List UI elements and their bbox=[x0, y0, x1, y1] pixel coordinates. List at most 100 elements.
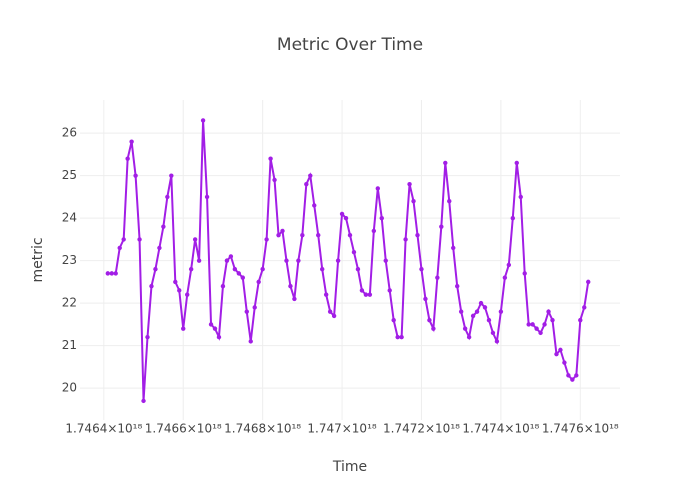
marker bbox=[447, 198, 452, 204]
marker bbox=[383, 258, 388, 263]
marker bbox=[431, 326, 436, 331]
marker bbox=[335, 258, 341, 263]
marker bbox=[173, 279, 178, 285]
marker bbox=[407, 181, 412, 187]
marker bbox=[522, 271, 527, 276]
marker bbox=[129, 139, 134, 144]
marker bbox=[474, 309, 480, 314]
line bbox=[107, 120, 590, 401]
marker bbox=[363, 292, 369, 297]
marker bbox=[439, 224, 444, 229]
marker bbox=[355, 266, 361, 272]
marker bbox=[244, 309, 249, 314]
marker bbox=[161, 224, 166, 229]
marker bbox=[212, 326, 218, 331]
marker bbox=[165, 194, 170, 200]
marker bbox=[419, 266, 424, 272]
marker bbox=[578, 317, 583, 323]
marker bbox=[359, 288, 365, 293]
marker bbox=[208, 322, 214, 327]
marker bbox=[248, 339, 253, 344]
marker bbox=[347, 232, 353, 238]
marker bbox=[204, 194, 210, 200]
marker bbox=[458, 309, 464, 314]
chart-title: Metric Over Time bbox=[277, 35, 423, 55]
marker bbox=[320, 266, 325, 272]
marker bbox=[526, 322, 531, 327]
marker bbox=[466, 334, 472, 340]
marker bbox=[316, 232, 321, 238]
marker bbox=[188, 266, 194, 272]
x-tick-label: 1.7472×10¹⁸ bbox=[383, 422, 460, 436]
marker bbox=[216, 334, 222, 340]
marker bbox=[367, 292, 373, 297]
marker bbox=[582, 305, 587, 310]
marker bbox=[478, 300, 484, 306]
marker bbox=[542, 322, 547, 327]
marker bbox=[387, 288, 392, 293]
marker bbox=[351, 249, 357, 255]
marker bbox=[232, 266, 238, 272]
marker bbox=[506, 262, 512, 268]
y-tick-label: 21 bbox=[62, 338, 77, 352]
marker bbox=[534, 326, 539, 331]
marker bbox=[260, 266, 265, 272]
marker bbox=[200, 118, 206, 123]
x-tick-label: 1.7474×10¹⁸ bbox=[462, 422, 539, 436]
marker bbox=[451, 245, 456, 251]
marker bbox=[490, 330, 496, 336]
marker bbox=[510, 215, 515, 221]
marker bbox=[379, 215, 384, 221]
marker bbox=[502, 275, 508, 280]
marker bbox=[554, 351, 559, 357]
marker bbox=[181, 326, 186, 331]
y-tick-label: 25 bbox=[62, 168, 77, 182]
marker bbox=[443, 160, 448, 166]
x-tick-label: 1.7476×10¹⁸ bbox=[542, 422, 619, 436]
marker bbox=[518, 194, 523, 200]
marker bbox=[435, 275, 440, 280]
marker bbox=[562, 360, 567, 365]
y-axis-title: metric bbox=[30, 237, 46, 282]
marker bbox=[236, 271, 242, 276]
marker bbox=[304, 181, 309, 187]
marker bbox=[498, 309, 504, 314]
marker bbox=[339, 211, 345, 217]
marker bbox=[482, 305, 488, 310]
marker bbox=[264, 237, 269, 242]
marker bbox=[288, 283, 293, 289]
x-tick-label: 1.7464×10¹⁸ bbox=[65, 422, 142, 436]
marker bbox=[300, 232, 305, 238]
marker bbox=[566, 373, 571, 378]
marker bbox=[403, 237, 408, 242]
marker bbox=[530, 322, 535, 327]
marker bbox=[220, 283, 226, 289]
marker bbox=[546, 309, 551, 314]
marker bbox=[343, 215, 349, 221]
marker bbox=[455, 283, 460, 289]
marker bbox=[272, 177, 277, 183]
marker bbox=[494, 339, 500, 344]
marker bbox=[486, 317, 492, 323]
x-axis-title: Time bbox=[332, 459, 367, 475]
marker bbox=[153, 266, 158, 272]
marker bbox=[280, 228, 285, 234]
marker bbox=[391, 317, 396, 323]
marker bbox=[169, 173, 174, 178]
marker bbox=[228, 254, 234, 259]
marker bbox=[574, 373, 579, 378]
marker bbox=[252, 305, 257, 310]
marker bbox=[538, 330, 543, 336]
marker bbox=[570, 377, 575, 382]
marker bbox=[514, 160, 519, 166]
marker bbox=[196, 258, 202, 263]
marker bbox=[149, 283, 154, 289]
marker bbox=[395, 334, 400, 340]
marker bbox=[323, 292, 329, 297]
marker bbox=[399, 334, 404, 340]
marker bbox=[558, 347, 563, 353]
marker bbox=[423, 296, 428, 302]
marker bbox=[240, 275, 245, 280]
marker bbox=[113, 271, 118, 276]
